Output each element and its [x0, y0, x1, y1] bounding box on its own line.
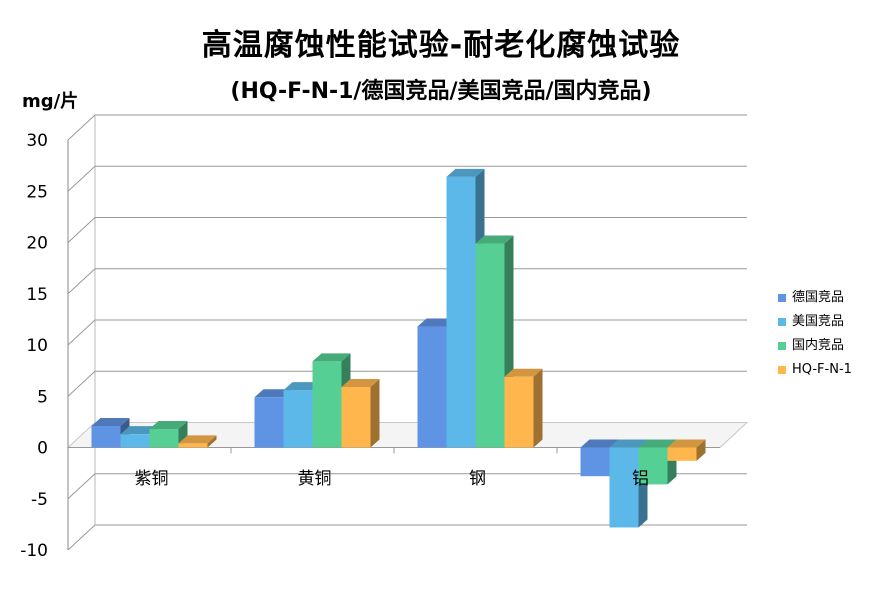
- legend-label: 美国竞品: [792, 314, 845, 329]
- bar-top: [149, 421, 188, 430]
- legend-swatch: [778, 318, 786, 326]
- bar-front: [504, 376, 534, 448]
- bar-top: [178, 435, 217, 444]
- y-tick-label: 20: [26, 234, 48, 254]
- gridline: [67, 370, 747, 397]
- gridline: [67, 268, 747, 295]
- gridline: [67, 473, 747, 500]
- bar-top: [312, 353, 351, 362]
- legend-item: 德国竞品: [778, 286, 852, 310]
- bar: [149, 421, 188, 448]
- bar-front: [580, 447, 610, 477]
- x-tick-label: 紫铜: [135, 469, 169, 489]
- y-tick-label: -5: [31, 490, 48, 510]
- bar-front: [149, 429, 179, 448]
- bar-top: [580, 439, 619, 448]
- bar-front: [120, 434, 150, 448]
- bar-front: [283, 390, 313, 448]
- bar-top: [504, 368, 543, 377]
- bar-front: [341, 387, 371, 448]
- y-tick-label: 10: [26, 336, 48, 356]
- bar-top: [283, 382, 322, 391]
- bar-front: [475, 243, 505, 448]
- bar-side: [533, 368, 543, 448]
- bar-front: [178, 443, 208, 448]
- bar: [638, 439, 677, 485]
- bar-top: [120, 426, 159, 435]
- bar: [341, 379, 380, 448]
- bar: [667, 439, 706, 461]
- bar-top: [91, 417, 130, 426]
- bar-side: [207, 435, 217, 448]
- legend-label: 德国竞品: [792, 290, 845, 305]
- y-tick-label: 5: [37, 387, 48, 407]
- y-axis-unit-label: mg/片: [22, 91, 79, 112]
- y-tick-label: 25: [26, 182, 48, 202]
- chart-title: 高温腐蚀性能试验-耐老化腐蚀试验: [201, 28, 681, 63]
- legend-label: HQ-F-N-1: [792, 362, 852, 377]
- bar-front: [446, 176, 476, 448]
- bar-top: [667, 439, 706, 448]
- bar-front: [312, 361, 342, 448]
- bar-top: [446, 168, 485, 177]
- y-tick-label: 30: [26, 131, 48, 151]
- gridline: [67, 524, 747, 551]
- bar: [178, 435, 217, 448]
- bar-top: [341, 379, 380, 388]
- y-tick-label: 15: [26, 285, 48, 305]
- bar-front: [638, 447, 668, 485]
- legend-swatch: [778, 342, 786, 350]
- bar-top: [475, 235, 514, 244]
- gridline: [67, 114, 747, 141]
- bar-front: [417, 326, 447, 448]
- bar-front: [91, 425, 121, 448]
- chart-legend: 德国竞品美国竞品国内竞品 HQ-F-N-1: [778, 286, 852, 382]
- legend-item: 国内竞品: [778, 334, 852, 358]
- bar-front: [667, 447, 697, 461]
- legend-item: 美国竞品: [778, 310, 852, 334]
- y-tick-label: 0: [37, 439, 48, 459]
- bar-front: [609, 447, 639, 528]
- bar-top: [254, 389, 293, 398]
- x-tick-label: 钢: [469, 469, 486, 489]
- bar: [475, 235, 514, 448]
- bar-side: [696, 439, 706, 461]
- bar-top: [638, 439, 677, 448]
- x-tick-label: 铝: [632, 469, 649, 489]
- legend-swatch: [778, 366, 786, 374]
- gridline: [67, 217, 747, 243]
- legend-label: 国内竞品: [792, 338, 845, 353]
- y-tick-label: -10: [20, 541, 48, 561]
- legend-item: HQ-F-N-1: [778, 358, 852, 382]
- gridline: [67, 165, 747, 192]
- bar-top: [417, 318, 456, 327]
- gridline: [67, 319, 747, 346]
- x-tick-label: 黄铜: [298, 469, 332, 489]
- chart-subtitle: (HQ-F-N-1/德国竞品/美国竞品/国内竞品): [230, 79, 652, 104]
- bar-front: [254, 397, 284, 448]
- bar: [504, 368, 543, 448]
- bar-top: [609, 439, 648, 448]
- bar-side: [370, 379, 380, 448]
- legend-swatch: [778, 294, 786, 302]
